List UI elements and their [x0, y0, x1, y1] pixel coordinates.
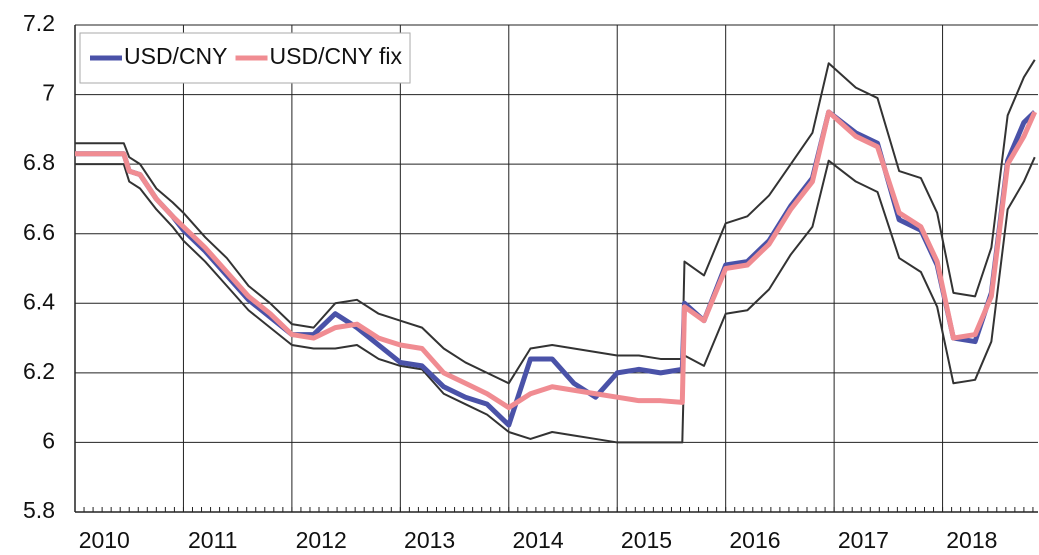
y-tick-label: 6.4 [23, 288, 55, 314]
y-tick-label: 6.8 [23, 149, 55, 175]
x-tick-label: 2011 [188, 527, 237, 553]
x-tick-label: 2015 [621, 527, 672, 553]
y-tick-label: 7.2 [23, 10, 55, 36]
legend-label: USD/CNY [124, 43, 228, 69]
x-tick-label: 2010 [79, 527, 130, 553]
x-tick-label: 2016 [729, 527, 780, 553]
y-tick-label: 6.6 [23, 219, 55, 245]
x-tick-label: 2014 [512, 527, 563, 553]
y-tick-label: 6.2 [23, 358, 55, 384]
series-line [75, 156, 1036, 444]
series-line [75, 109, 1038, 411]
y-tick-label: 7 [42, 80, 55, 106]
x-tick-label: 2018 [946, 527, 997, 553]
series-line [75, 59, 1036, 385]
x-tick-label: 2013 [404, 527, 455, 553]
x-tick-label: 2017 [838, 527, 889, 553]
y-tick-label: 5.8 [23, 497, 55, 523]
legend-label: USD/CNY fix [270, 43, 403, 69]
series-line [75, 109, 1037, 428]
y-tick-label: 6 [42, 428, 55, 454]
x-tick-label: 2012 [296, 527, 347, 553]
